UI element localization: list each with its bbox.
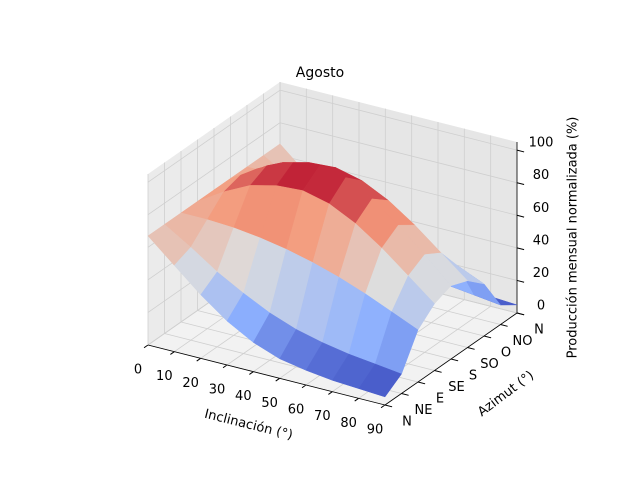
x-tick-mark [275,377,280,382]
z-tick-label: 40 [533,233,550,248]
z-tick-mark [516,149,525,153]
y-tick-label: O [501,346,511,361]
z-tick-label: 80 [533,168,550,183]
z-tick-mark [516,214,525,218]
x-tick-label: 90 [367,423,384,438]
y-tick-label: S [469,369,477,384]
y-axis [384,312,518,406]
x-tick-mark [354,397,359,402]
x-tick-label: 70 [314,409,331,424]
y-tick-label: SO [480,357,498,372]
chart-title: Agosto [296,65,344,81]
y-tick-mark [483,335,492,339]
z-tick-mark [516,182,525,185]
x-tick-label: 40 [235,389,252,404]
grid-line [279,122,518,184]
y-tick-mark [384,404,393,408]
x-tick-label: 60 [288,403,305,418]
z-tick-label: 0 [537,299,545,314]
y-tick-mark [467,347,475,350]
grid-line [279,89,518,151]
y-tick-label: NO [513,334,533,349]
x-tick-label: 30 [209,383,226,398]
y-tick-label: N [402,415,412,430]
x-tick-mark [328,391,333,395]
grid-line [147,89,281,183]
y-tick-mark [417,381,426,385]
z-axis-label: Producción mensual normalizada (%) [566,117,581,359]
y-tick-mark [450,358,459,362]
x-tick-label: 0 [134,363,142,378]
x-axis [147,344,386,406]
y-tick-mark [434,370,442,373]
x-tick-mark [301,384,307,389]
z-tick-mark [516,247,525,251]
x-tick-label: 10 [156,369,173,384]
z-tick-mark [516,312,525,316]
x-tick-mark [196,357,201,362]
y-tick-label: E [436,392,444,407]
y-tick-mark [500,324,508,327]
x-tick-mark [170,351,175,355]
z-tick-label: 60 [533,201,550,216]
z-tick-label: 20 [533,266,550,281]
surface-patch [358,363,402,398]
y-tick-label: N [534,323,544,338]
z-tick-mark [516,279,525,283]
x-tick-mark [222,364,228,369]
x-tick-mark [143,344,149,349]
grid-line [147,122,281,216]
x-tick-label: 50 [261,396,278,411]
y-tick-label: NE [415,403,433,418]
x-tick-label: 20 [182,376,199,391]
y-tick-label: SE [448,380,464,395]
y-tick-mark [401,393,409,396]
x-tick-mark [249,371,254,375]
x-axis-label: Inclinación (°) [203,407,294,443]
y-axis-label: Azimut (°) [475,368,537,420]
z-tick-label: 100 [529,136,554,151]
x-tick-label: 80 [340,416,357,431]
x-tick-mark [380,404,386,409]
